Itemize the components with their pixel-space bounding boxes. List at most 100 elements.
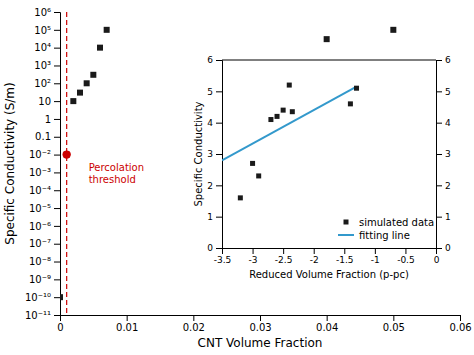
- y-tick-label: 4: [207, 118, 213, 128]
- x-tick: -1: [371, 248, 380, 265]
- point: [60, 294, 63, 300]
- y2-axis: 0123456: [436, 55, 451, 253]
- y2-tick: 2: [436, 181, 451, 191]
- x-tick-label: -3: [249, 255, 258, 265]
- point: [70, 98, 76, 104]
- x-axis-title: Reduced Volume Fraction (p-pc): [249, 269, 409, 280]
- x-tick-label: -1: [371, 255, 380, 265]
- x-tick: -0.5: [397, 248, 415, 265]
- x-tick-label: -3.5: [214, 255, 232, 265]
- x-tick-label: 0.02: [183, 322, 205, 333]
- x-tick-label: 0: [57, 322, 63, 333]
- y2-tick-mark: [436, 217, 442, 218]
- y-tick-mark: [216, 154, 222, 155]
- y-tick: 10⁵: [34, 25, 60, 36]
- x-tick: -2: [310, 248, 319, 265]
- x-tick-label: 0: [434, 255, 440, 265]
- x-tick-mark: [344, 248, 345, 254]
- x-tick-label: 0.03: [249, 322, 271, 333]
- legend-label: simulated data: [359, 217, 434, 228]
- x-tick-mark: [405, 248, 406, 254]
- x-tick-mark: [127, 315, 128, 321]
- x-tick: -3: [249, 248, 258, 265]
- y-tick-label: 2: [207, 181, 213, 191]
- x-tick-mark: [283, 248, 284, 254]
- x-tick-label: -1.5: [336, 255, 354, 265]
- point: [250, 161, 255, 166]
- y-tick: 2: [207, 181, 222, 191]
- chart-0: 00.010.020.030.040.050.0610⁻¹¹10⁻¹⁰10⁻⁹1…: [3, 7, 472, 350]
- point: [104, 27, 110, 33]
- point: [77, 90, 83, 96]
- point: [324, 36, 330, 42]
- y-tick-mark: [54, 297, 60, 298]
- y2-tick-mark: [436, 123, 442, 124]
- y-axis-line: [54, 13, 61, 316]
- y2-tick: 1: [436, 212, 451, 222]
- y-tick-label: 10⁻⁷: [29, 238, 51, 249]
- y-tick: 10³: [34, 60, 60, 71]
- x-tick-label: -2: [310, 255, 319, 265]
- point: [238, 195, 243, 200]
- y2-tick-mark: [436, 154, 442, 155]
- y-tick-label: 10⁻⁴: [29, 185, 51, 196]
- x-tick-mark: [460, 315, 461, 321]
- y-tick: 4: [207, 118, 222, 128]
- y-tick: 10⁻³: [29, 167, 60, 178]
- y-tick: 10: [38, 96, 60, 107]
- x-tick: -2.5: [275, 248, 293, 265]
- point: [97, 45, 103, 51]
- y-tick-mark: [54, 262, 60, 263]
- y-tick-mark: [216, 248, 222, 249]
- y2-tick-label: 5: [445, 87, 451, 97]
- y-tick: 6: [207, 55, 222, 65]
- y-tick-label: 10⁻²: [29, 149, 51, 160]
- x-axis: -3.5 -3 -2.5 -2 -1.5 -1 -0.5 0: [214, 248, 440, 265]
- y-tick-label: 10⁻⁵: [29, 203, 51, 214]
- legend: simulated data fitting line: [338, 217, 434, 241]
- y-tick: 10⁻⁴: [29, 185, 60, 196]
- x-tick: 0.02: [183, 315, 205, 333]
- point: [84, 80, 90, 86]
- y2-tick-mark: [436, 185, 442, 186]
- y-tick-mark: [54, 137, 60, 138]
- y-tick: 1: [45, 114, 60, 125]
- y-tick-mark: [54, 119, 60, 120]
- y-tick: 10⁻⁶: [29, 221, 60, 232]
- y-tick-label: 10⁵: [34, 25, 51, 36]
- point: [348, 101, 353, 106]
- y-tick-label: 0: [207, 243, 213, 253]
- x-axis-line: [61, 316, 461, 322]
- y-tick: 5: [207, 87, 222, 97]
- x-tick-mark: [193, 315, 194, 321]
- y2-tick-label: 0: [445, 243, 451, 253]
- y-tick: 10⁻¹¹: [25, 310, 60, 321]
- x-tick-label: -2.5: [275, 255, 293, 265]
- y2-tick: 5: [436, 87, 451, 97]
- x-tick: 0.05: [383, 315, 405, 333]
- y2-tick: 0: [436, 243, 451, 253]
- y-tick: 10⁻¹⁰: [25, 292, 60, 303]
- y-tick-mark: [216, 60, 222, 61]
- legend-label: fitting line: [359, 230, 410, 241]
- y-tick-label: 10⁻⁹: [29, 274, 51, 285]
- y-tick-mark: [54, 65, 60, 66]
- y-tick-mark: [216, 217, 222, 218]
- y-tick-label: 10⁶: [34, 7, 51, 18]
- point: [62, 150, 70, 158]
- point: [287, 83, 292, 88]
- plot-background: [188, 56, 462, 284]
- chart-root: 00.010.020.030.040.050.0610⁻¹¹10⁻¹⁰10⁻⁹1…: [0, 0, 474, 355]
- y-tick-mark: [54, 244, 60, 245]
- x-tick: 0.06: [449, 315, 471, 333]
- y-tick-label: 10⁻⁸: [29, 256, 51, 267]
- y-tick: 10⁴: [34, 42, 60, 53]
- y-tick-label: 10⁻¹⁰: [25, 292, 51, 303]
- legend-symbol: [338, 234, 354, 236]
- y2-tick-label: 1: [445, 212, 451, 222]
- x-tick: 0: [57, 315, 63, 333]
- y2-tick-label: 3: [445, 149, 451, 159]
- y-tick-label: 10⁴: [34, 42, 51, 53]
- x-tick-label: 0.05: [383, 322, 405, 333]
- y-tick: 10⁻⁷: [29, 238, 60, 249]
